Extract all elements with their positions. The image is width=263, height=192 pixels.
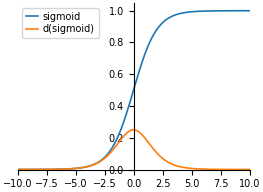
sigmoid bbox=[248, 10, 251, 12]
d(sigmoid) bbox=[197, 168, 200, 170]
sigmoid bbox=[201, 10, 204, 12]
sigmoid bbox=[16, 168, 19, 171]
Legend: sigmoid, d(sigmoid): sigmoid, d(sigmoid) bbox=[22, 8, 99, 38]
sigmoid bbox=[40, 168, 43, 171]
sigmoid bbox=[175, 13, 178, 16]
Line: sigmoid: sigmoid bbox=[18, 11, 250, 170]
Line: d(sigmoid): d(sigmoid) bbox=[18, 130, 250, 170]
d(sigmoid) bbox=[175, 165, 179, 167]
d(sigmoid) bbox=[40, 168, 43, 171]
d(sigmoid) bbox=[16, 168, 19, 171]
sigmoid bbox=[197, 10, 200, 12]
d(sigmoid) bbox=[110, 151, 113, 153]
sigmoid bbox=[110, 148, 113, 150]
d(sigmoid) bbox=[248, 168, 251, 171]
sigmoid bbox=[118, 131, 121, 134]
d(sigmoid) bbox=[201, 168, 204, 170]
d(sigmoid) bbox=[132, 129, 135, 131]
d(sigmoid) bbox=[118, 140, 121, 142]
